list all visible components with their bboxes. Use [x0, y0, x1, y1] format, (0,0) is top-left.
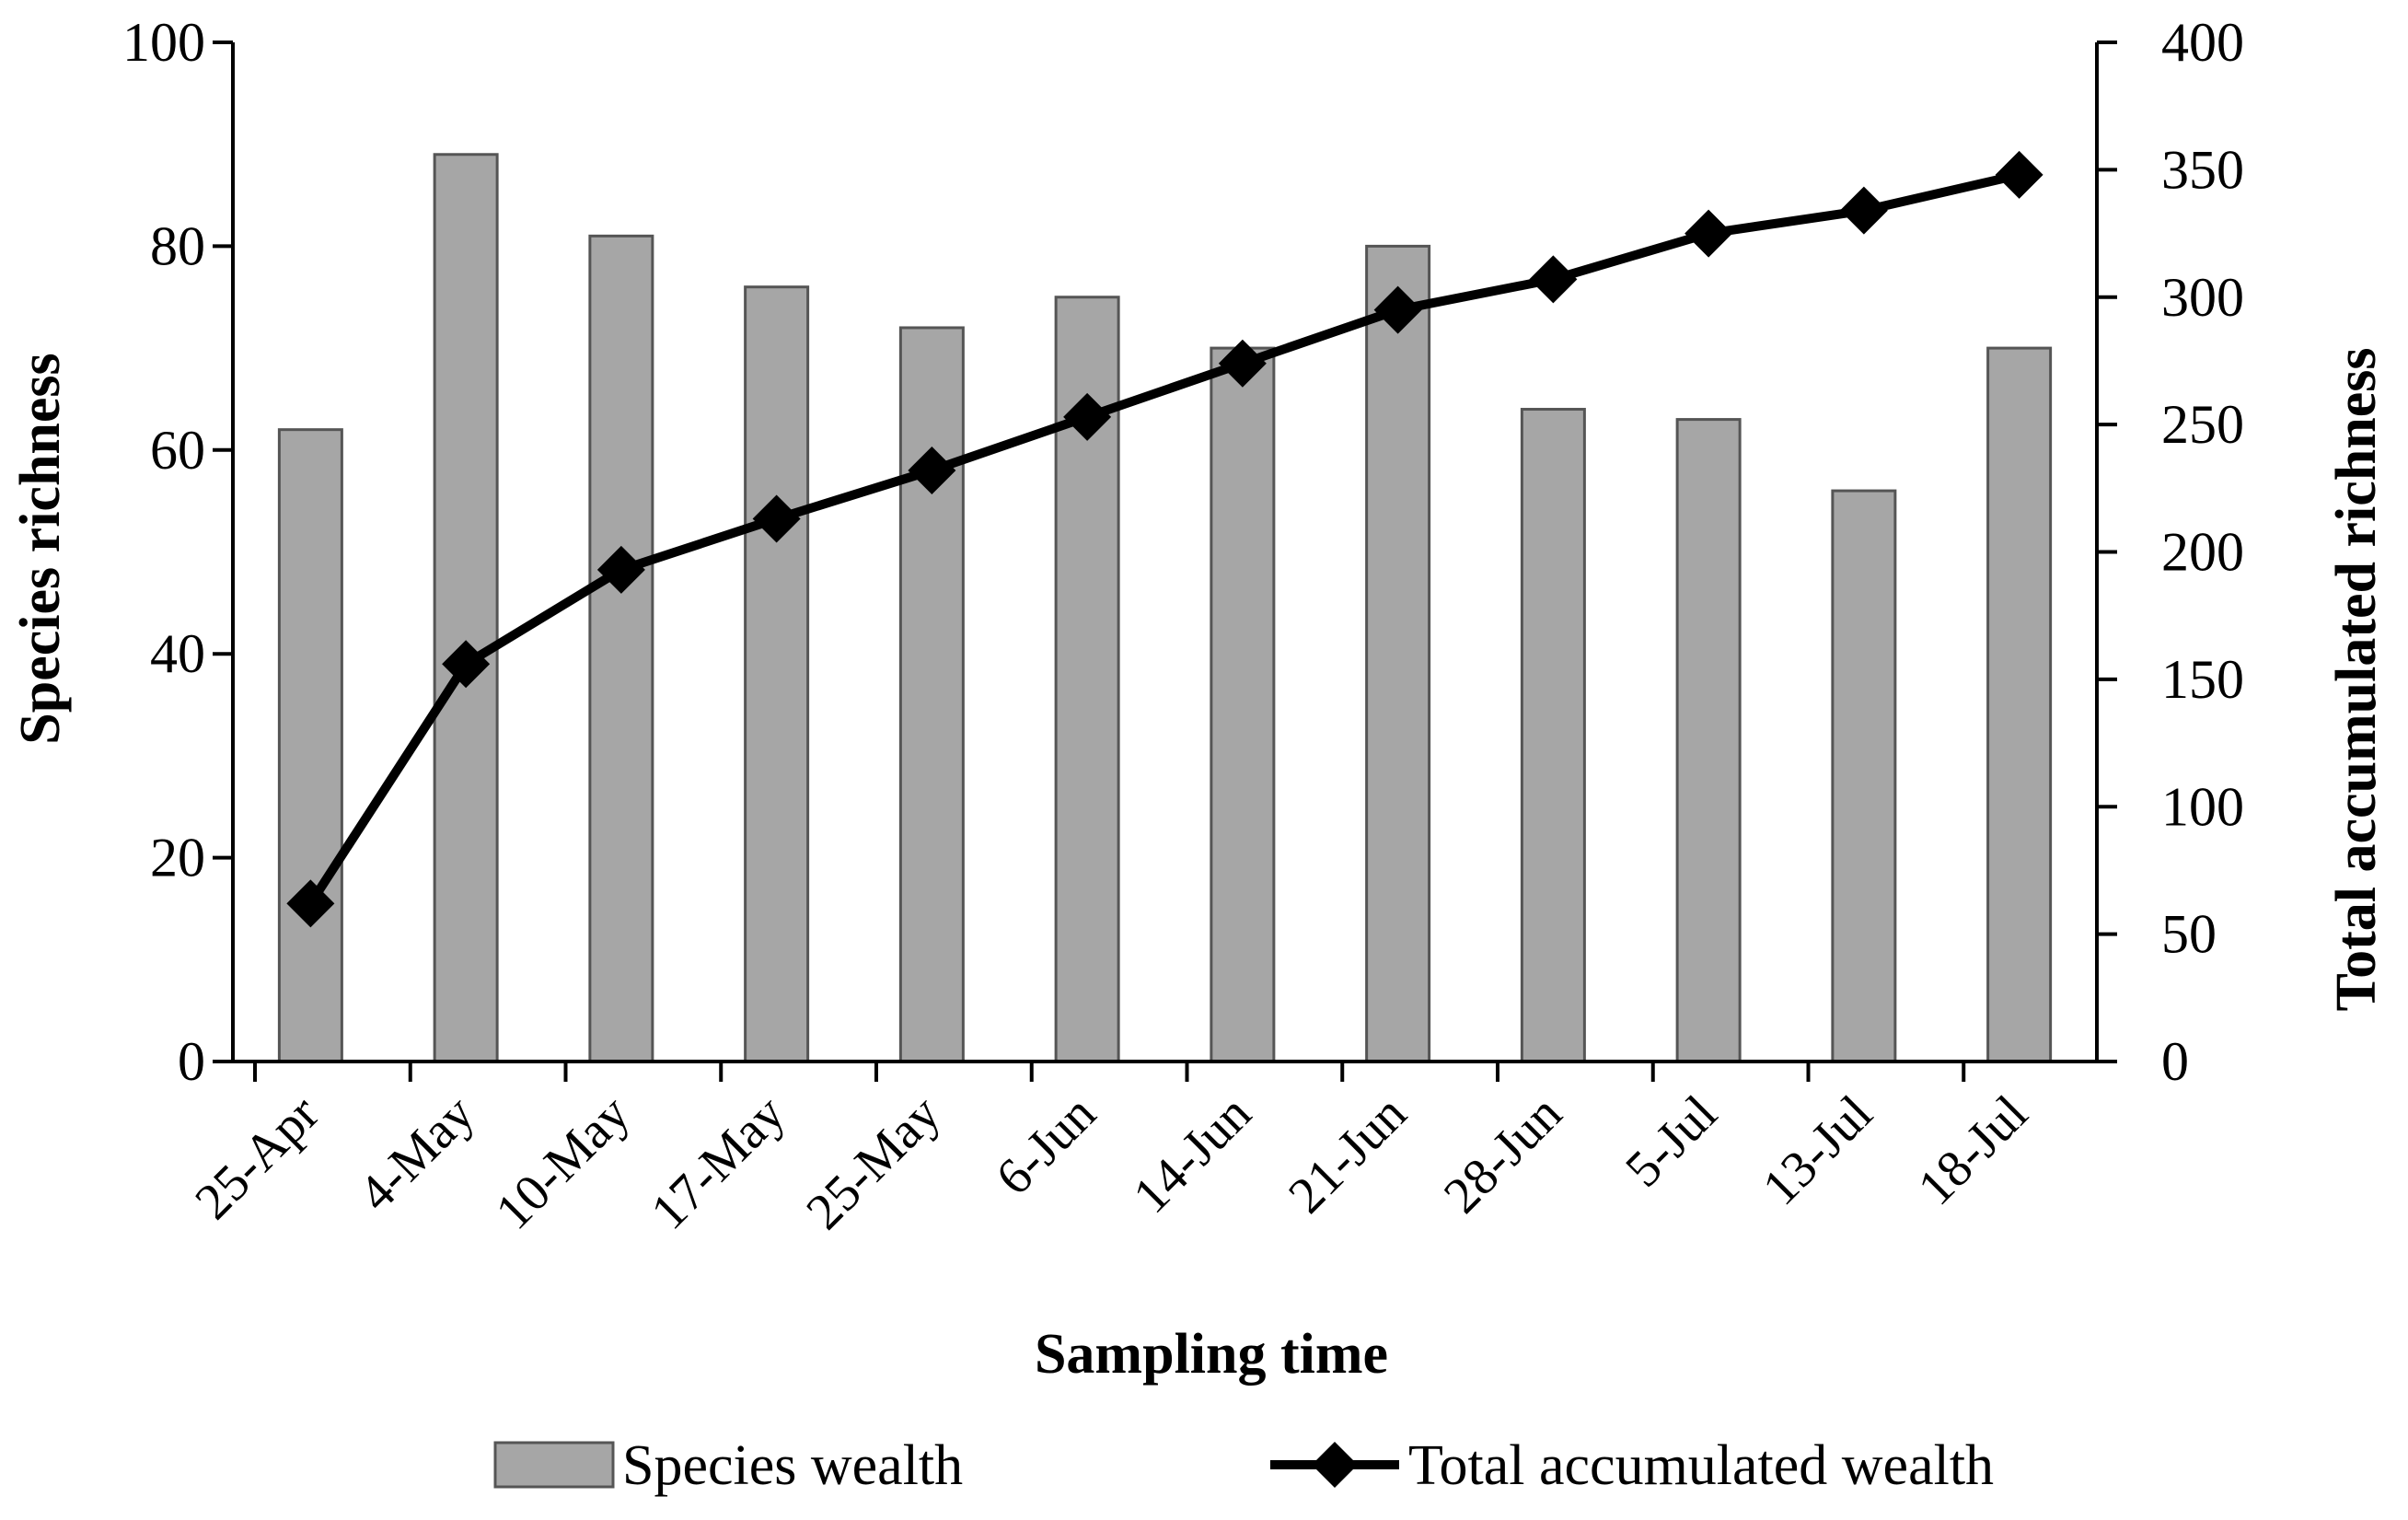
y2-tick-label: 400: [2161, 12, 2244, 73]
bars-layer: [277, 153, 2053, 1063]
x-tick-label: 10-May: [485, 1085, 641, 1240]
y2-tick-label: 50: [2161, 904, 2217, 965]
line-point: [1684, 209, 1733, 258]
y-tick-label: 80: [150, 215, 205, 276]
y-tick-label: 60: [150, 420, 205, 481]
line-point: [442, 640, 491, 689]
bar: [1986, 346, 2053, 1063]
x-tick-label: 14-Jun: [1122, 1085, 1262, 1224]
line-point: [752, 494, 801, 543]
bar: [1210, 346, 1276, 1063]
markers-layer: [286, 150, 2043, 928]
legend-line-label: Total accumulated wealth: [1408, 1434, 1994, 1497]
y2-tick-label: 300: [2161, 267, 2244, 328]
x-tick-label: 4-May: [348, 1085, 485, 1222]
bar: [277, 428, 343, 1063]
x-tick-label: 5-Jul: [1615, 1085, 1728, 1198]
line-point: [1995, 150, 2043, 199]
y2-tick-label: 250: [2161, 394, 2244, 455]
bar: [433, 153, 499, 1063]
legend-line-marker: [1312, 1442, 1358, 1488]
bar: [1365, 244, 1431, 1063]
y2-tick-label: 100: [2161, 776, 2244, 837]
axes-layer: [231, 42, 2099, 1063]
line-point: [1218, 339, 1267, 388]
y2-axis-title: Total accumulated richness: [2325, 347, 2388, 1011]
bar: [744, 285, 810, 1063]
accumulated-line: [307, 170, 2020, 907]
legend-bar-label: Species wealth: [622, 1434, 963, 1497]
line-point: [1529, 255, 1578, 304]
x-tick-label: 6-Jun: [985, 1085, 1106, 1206]
x-axis-title: Sampling time: [1035, 1323, 1388, 1386]
legend: Species wealth Total accumulated wealth: [493, 1434, 1994, 1497]
y-tick-label: 40: [150, 623, 205, 684]
y2-tick-label: 150: [2161, 649, 2244, 710]
line-point: [1373, 285, 1422, 334]
y2-tick-label: 200: [2161, 522, 2244, 583]
bar: [898, 326, 965, 1063]
line-point: [1839, 186, 1888, 235]
x-tick-label: 18-Jul: [1907, 1085, 2039, 1216]
bar: [1831, 489, 1897, 1063]
line-point: [908, 446, 956, 494]
y2-tick-label: 350: [2161, 139, 2244, 200]
line-point: [596, 545, 645, 594]
line-point: [1063, 392, 1112, 441]
legend-bar-swatch: [493, 1441, 615, 1489]
bar: [588, 234, 654, 1063]
x-tick-label: 17-May: [641, 1085, 796, 1240]
y-tick-label: 20: [150, 828, 205, 888]
y-tick-label: 0: [178, 1031, 205, 1092]
x-tick-label: 25-Apr: [184, 1085, 330, 1230]
x-tick-label: 21-Jun: [1278, 1085, 1418, 1224]
y2-tick-label: 0: [2161, 1031, 2189, 1092]
line-point: [286, 879, 335, 928]
x-tick-label: 28-Jun: [1433, 1085, 1573, 1224]
bar: [1675, 418, 1742, 1063]
x-tick-label: 25-May: [795, 1085, 951, 1240]
bar: [1520, 408, 1586, 1063]
y-axis-title: Species richness: [9, 353, 72, 744]
line-layer: [307, 170, 2020, 907]
y-tick-label: 100: [122, 12, 205, 73]
x-tick-label: 13-Jul: [1752, 1085, 1883, 1216]
